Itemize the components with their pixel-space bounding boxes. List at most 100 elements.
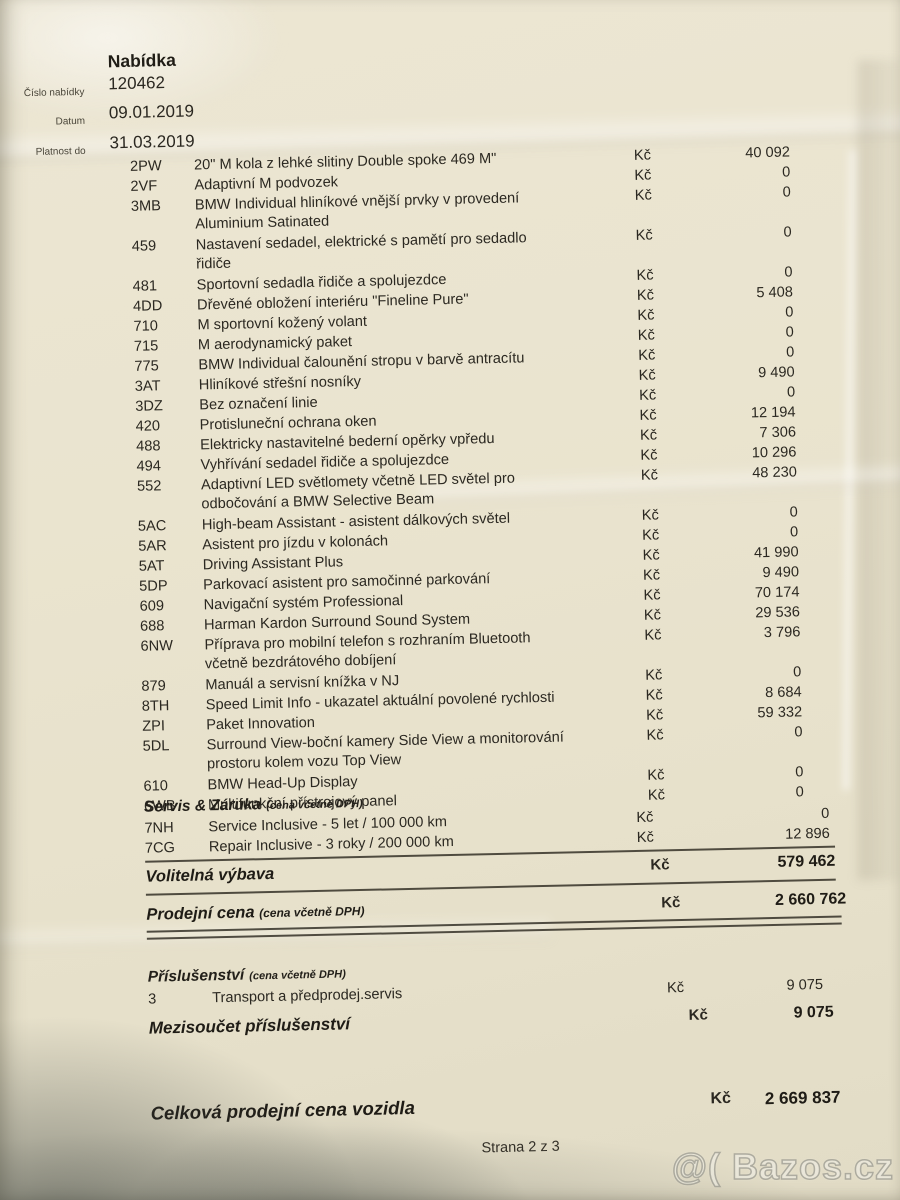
page-number: Strana 2 z 3 [481, 1138, 560, 1157]
option-amount: 41 990 [753, 544, 799, 562]
option-code: 775 [134, 358, 159, 375]
accessories-section: Příslušenství (cena včetně DPH) 3 Transpo… [148, 953, 834, 1039]
option-code: 5DP [139, 578, 168, 595]
option-code: 5AC [137, 518, 167, 535]
service-title-suffix: (cena včetně DPH) [266, 797, 363, 813]
option-amount: 0 [792, 664, 802, 681]
service-title-text: Servis & Záruka [143, 796, 262, 816]
currency-label: Kč [636, 267, 654, 284]
option-amount: 9 075 [786, 976, 824, 994]
currency-label: Kč [642, 527, 660, 544]
option-code: 2PW [129, 158, 162, 175]
option-amount: 70 174 [754, 584, 800, 602]
option-code: 8TH [141, 698, 170, 715]
option-amount: 0 [821, 805, 830, 822]
currency-label: Kč [638, 387, 657, 404]
currency-label: Kč [640, 467, 659, 484]
option-amount: 0 [794, 724, 803, 741]
offer-number: 120462 [108, 72, 166, 93]
option-code: 688 [139, 618, 165, 635]
option-amount: 0 [782, 184, 791, 201]
currency-label: Kč [638, 347, 656, 364]
currency-label: Kč [638, 367, 656, 384]
sale-price-amount: 2 660 762 [774, 890, 847, 909]
accessories-subtotal-amount: 9 075 [793, 1003, 834, 1022]
meta-label: Číslo nabídky [23, 86, 85, 99]
currency-label: Kč [636, 809, 654, 826]
option-amount: 8 684 [764, 684, 802, 702]
option-amount: 5 408 [756, 284, 794, 302]
meta-row: Datum 09.01.2019 [0, 100, 194, 134]
currency-label: Kč [650, 856, 670, 874]
currency-label: Kč [637, 307, 655, 324]
options-total-amount: 579 462 [777, 852, 836, 871]
currency-label: Kč [633, 147, 652, 164]
option-code: 3DZ [135, 398, 164, 415]
accessories-subtotal-row: Mezisoučet příslušenství Kč 9 075 [149, 1004, 834, 1039]
currency-label: Kč [634, 187, 652, 204]
option-code: 710 [133, 318, 159, 335]
currency-label: Kč [639, 407, 657, 424]
option-code: 5AT [138, 558, 165, 575]
option-code: 609 [139, 598, 165, 615]
option-code: 552 [136, 478, 162, 495]
option-amount: 0 [784, 264, 793, 281]
option-code: ZPI [142, 718, 166, 735]
option-amount: 0 [789, 524, 799, 541]
currency-label: Kč [634, 167, 652, 184]
option-amount: 0 [783, 224, 792, 241]
grand-total-amount: 2 669 837 [764, 1087, 841, 1109]
currency-label: Kč [639, 427, 658, 444]
option-code: 3 [148, 991, 157, 1008]
currency-label: Kč [646, 727, 664, 744]
currency-label: Kč [641, 507, 659, 524]
currency-label: Kč [645, 687, 663, 704]
offer-header: Nabídka Číslo nabídky 120462 Datum 09.01… [0, 49, 195, 163]
option-amount: 9 490 [757, 364, 795, 382]
option-code: 5DL [142, 738, 170, 755]
option-code: 7NH [144, 820, 174, 837]
option-code: 420 [135, 418, 161, 435]
offer-valid-until: 31.03.2019 [109, 130, 195, 152]
option-amount: 0 [785, 304, 794, 321]
option-amount: 0 [786, 384, 796, 401]
option-code: 7CG [144, 840, 176, 857]
grand-total-label: Celková prodejní cena vozidla [150, 1096, 416, 1124]
currency-label: Kč [661, 894, 681, 912]
option-code: 3AT [134, 378, 161, 395]
option-amount: 9 490 [762, 564, 800, 582]
option-code: 5AR [138, 538, 167, 555]
option-amount: 7 306 [759, 424, 797, 442]
options-table: 2PW 20" M kola z lehké slitiny Double sp… [130, 142, 804, 816]
offer-date: 09.01.2019 [108, 101, 195, 123]
option-code: 4DD [132, 298, 163, 315]
option-amount: 0 [795, 764, 804, 781]
option-code: 3MB [130, 198, 162, 215]
currency-label: Kč [640, 447, 658, 464]
accessories-subtotal-label: Mezisoučet příslušenství [148, 1014, 351, 1038]
option-amount: 0 [785, 344, 795, 361]
option-amount: 40 092 [745, 144, 791, 162]
option-code: 481 [132, 278, 158, 295]
currency-label: Kč [636, 829, 655, 846]
option-amount: 12 896 [784, 825, 830, 843]
grand-total-row: Celková prodejní cena vozidla Kč 2 669 8… [150, 1088, 840, 1125]
option-code: 488 [135, 438, 161, 455]
currency-label: Kč [635, 227, 653, 244]
option-amount: 0 [789, 504, 798, 521]
option-code: 6NW [140, 638, 174, 655]
service-and-totals: Servis & Záruka (cena včetně DPH) 7NH Ser… [143, 782, 847, 940]
currency-label: Kč [645, 707, 664, 724]
currency-label: Kč [642, 547, 660, 564]
meta-label: Datum [55, 115, 86, 128]
currency-label: Kč [636, 287, 655, 304]
option-code: 879 [141, 678, 166, 695]
meta-label: Platnost do [35, 145, 86, 158]
sale-price-suffix: (cena včetně DPH) [258, 903, 365, 921]
sale-price-text: Prodejní cena [146, 903, 255, 924]
currency-label: Kč [666, 979, 685, 997]
option-code: 494 [136, 458, 162, 475]
grand-total-section: Celková prodejní cena vozidla Kč 2 669 8… [150, 1087, 850, 1124]
